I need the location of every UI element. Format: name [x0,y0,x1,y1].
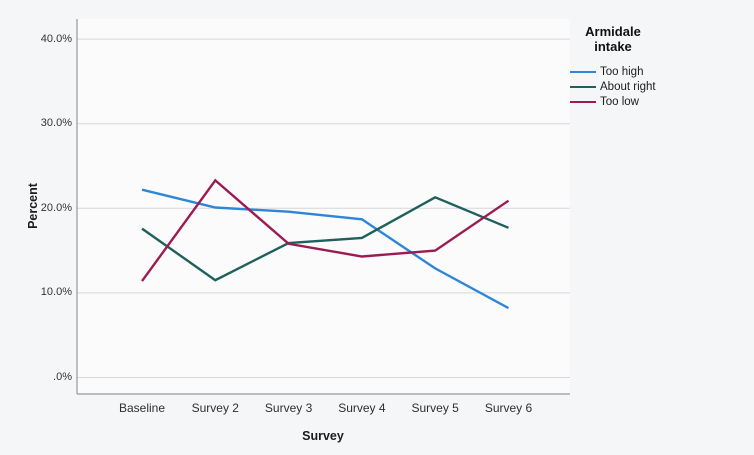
series-line-too-high [141,188,510,310]
y-tick-label: 40.0% [40,32,72,45]
legend-item-too-high: Too high [570,66,680,78]
x-category-label: Survey 6 [484,401,533,415]
plot-background [77,19,570,394]
legend-label: Too high [600,66,644,78]
series-line-about-right [141,195,509,282]
x-category-label: Survey 2 [191,401,239,415]
legend-item-about-right: About right [570,81,680,93]
x-category-label: Survey 5 [411,401,459,415]
x-category-label: Survey 4 [338,401,386,415]
y-tick-label: 10.0% [40,286,72,299]
x-category-label: Baseline [118,401,166,415]
y-tick-label: 20.0% [40,201,72,214]
legend-item-list: Too high About right Too low [570,66,680,108]
legend: Armidale intake Too high About right Too l… [570,24,680,108]
x-category-label: Survey 3 [264,401,313,415]
legend-label: Too low [600,96,639,108]
legend-item-too-low: Too low [570,96,680,108]
y-tick-label: .0% [53,371,72,383]
legend-swatch-about-right [570,86,596,88]
legend-swatch-too-high [570,71,596,73]
x-axis-title: Survey [302,429,344,443]
y-axis-title: Percent [25,183,40,229]
series-line-too-low [141,178,510,282]
y-tick-label: 30.0% [40,117,72,130]
legend-label: About right [600,81,656,93]
legend-swatch-too-low [570,101,596,103]
legend-title: Armidale intake [585,24,641,54]
